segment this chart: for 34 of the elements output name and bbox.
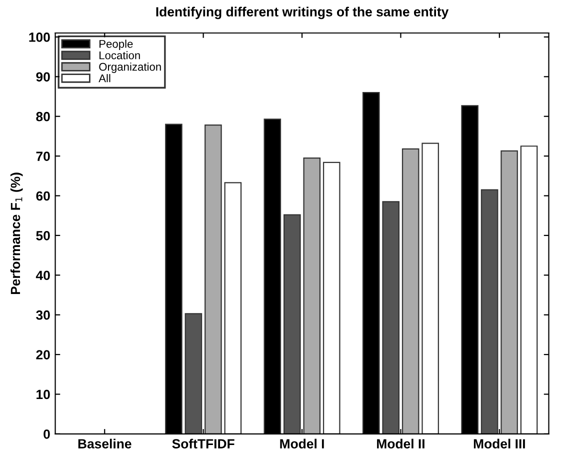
- x-tick-label: Model III: [474, 438, 525, 448]
- y-tick-label: 50: [36, 231, 50, 240]
- bar: [224, 182, 242, 434]
- x-tick-label: Model I: [280, 438, 324, 448]
- y-tick-label: 70: [36, 152, 50, 161]
- y-tick-label: 100: [29, 32, 50, 42]
- bar: [382, 201, 400, 434]
- y-tick-label: 20: [36, 350, 50, 360]
- bar: [184, 313, 202, 434]
- legend-label: All: [98, 74, 110, 82]
- bar: [303, 157, 321, 434]
- chart-title: Identifying different writings of the same entity: [156, 6, 449, 20]
- bar: [402, 148, 420, 434]
- bar: [520, 146, 538, 434]
- legend-label: Organization: [99, 62, 161, 73]
- bar: [422, 142, 439, 434]
- x-tick-label: SoftTFIDF: [172, 438, 234, 448]
- y-tick-label: 40: [36, 270, 50, 280]
- x-tick-label: Baseline: [78, 438, 132, 448]
- bar: [204, 124, 222, 434]
- bar: [500, 150, 518, 434]
- y-axis-title: Performance F$_{1}$ (%): [10, 172, 23, 294]
- y-tick-label: 90: [36, 72, 50, 82]
- legend-label: Location: [100, 51, 140, 60]
- y-tick-label: 10: [36, 390, 50, 400]
- legend-label: People: [100, 40, 133, 50]
- y-tick-label: 30: [36, 310, 50, 320]
- y-tick-label: 60: [36, 191, 50, 201]
- x-tick-label: Model II: [377, 438, 424, 448]
- y-tick-label: 80: [36, 112, 50, 122]
- bar: [480, 189, 498, 434]
- y-tick-label: 0: [44, 429, 50, 439]
- bar: [284, 214, 301, 434]
- bar: [322, 162, 340, 434]
